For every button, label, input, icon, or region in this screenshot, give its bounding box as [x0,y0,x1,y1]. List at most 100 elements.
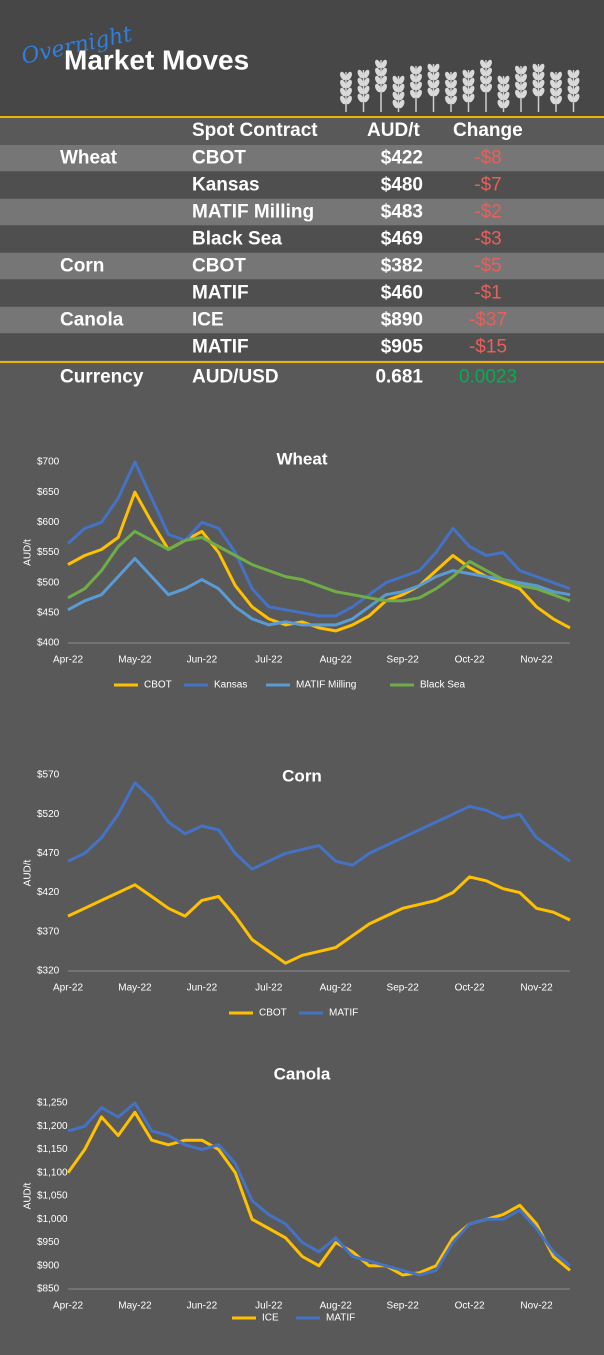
grain [538,71,545,81]
y-tick-label: $500 [37,577,60,588]
grain [538,87,545,97]
chart-title: Corn [282,766,322,785]
price: $460 [381,283,423,304]
price: $890 [381,310,423,331]
grain [392,91,399,101]
grain [550,71,556,81]
grain [573,85,580,95]
x-tick-label: Jun-22 [187,983,218,994]
charts: Wheat AUD/t $400 $450 $500 $550 $600 $650 $700 Ap… [23,449,571,1324]
grain [445,71,451,81]
grain [480,59,486,69]
grain [416,73,422,83]
grain [497,83,504,93]
x-tick-label: Sep-22 [387,983,420,994]
grain [410,65,416,75]
y-tick-label: $1,150 [37,1144,68,1155]
grain [346,87,352,97]
grain [503,75,510,85]
x-tick-label: Jun-22 [187,655,218,666]
grain [375,83,381,93]
y-tick-label: $450 [37,607,60,618]
series-line [66,460,571,618]
x-tick-label: Oct-22 [455,983,485,994]
y-axis-label: AUD/t [23,859,34,886]
grain [451,95,457,105]
grain [556,79,562,89]
grain [416,65,422,75]
change: -$7 [474,175,501,196]
x-tick-label: Jul-22 [255,983,283,994]
grain [357,93,364,103]
grain [392,83,399,93]
grain [445,95,451,105]
grain [375,75,381,85]
grain [521,65,527,75]
grain [486,67,492,77]
grain [532,87,539,97]
y-axis-label: AUD/t [23,539,34,566]
change: -$5 [474,256,501,277]
y-tick-label: $1,050 [37,1191,68,1202]
grain [550,87,556,97]
chart-title: Wheat [277,449,328,468]
grain [497,91,504,101]
contract: MATIF [192,283,249,304]
wheat-icons [340,59,580,112]
series-line [67,557,571,627]
grain [445,87,451,97]
contract: Black Sea [192,229,282,250]
grain [416,81,422,91]
grain [357,77,364,87]
grain [515,65,521,75]
grain [468,77,475,87]
x-tick-label: Aug-22 [320,655,353,666]
column-header: AUD/t [367,120,420,141]
grain [381,59,387,69]
grain [381,83,387,93]
grain [410,89,416,99]
change: -$15 [469,337,507,358]
row-bg [0,199,604,225]
grain [486,59,492,69]
change: -$2 [474,202,501,223]
grain [550,95,556,105]
price: $905 [381,337,424,358]
grain [433,79,440,89]
table: Spot Contract AUD/t Change Wheat CBOT $422 -$8… [0,116,604,388]
grain [340,71,346,81]
grain [468,93,475,103]
x-tick-label: May-22 [118,655,152,666]
column-header: Change [453,120,523,141]
contract: MATIF [192,337,249,358]
grain [427,63,434,73]
grain [486,75,492,85]
change: -$37 [469,310,507,331]
y-tick-label: $550 [37,547,60,558]
grain [573,93,580,103]
contract: Kansas [192,175,260,196]
row-bg [0,307,604,333]
grain [346,71,352,81]
y-tick-label: $470 [37,848,60,859]
series-line [67,529,571,603]
grain [451,87,457,97]
grain [357,69,364,79]
grain [532,63,539,73]
grain [556,87,562,97]
grain [363,77,370,87]
x-tick-label: Oct-22 [455,655,485,666]
contract: MATIF Milling [192,202,314,223]
y-tick-label: $650 [37,487,60,498]
y-tick-label: $950 [37,1237,60,1248]
grain [451,71,457,81]
grain [515,89,521,99]
grain [462,85,469,95]
x-tick-label: Apr-22 [53,655,83,666]
grain [468,69,475,79]
price: $483 [381,202,423,223]
grain [381,75,387,85]
grain [340,95,346,105]
price: $480 [381,175,423,196]
grain [346,95,352,105]
